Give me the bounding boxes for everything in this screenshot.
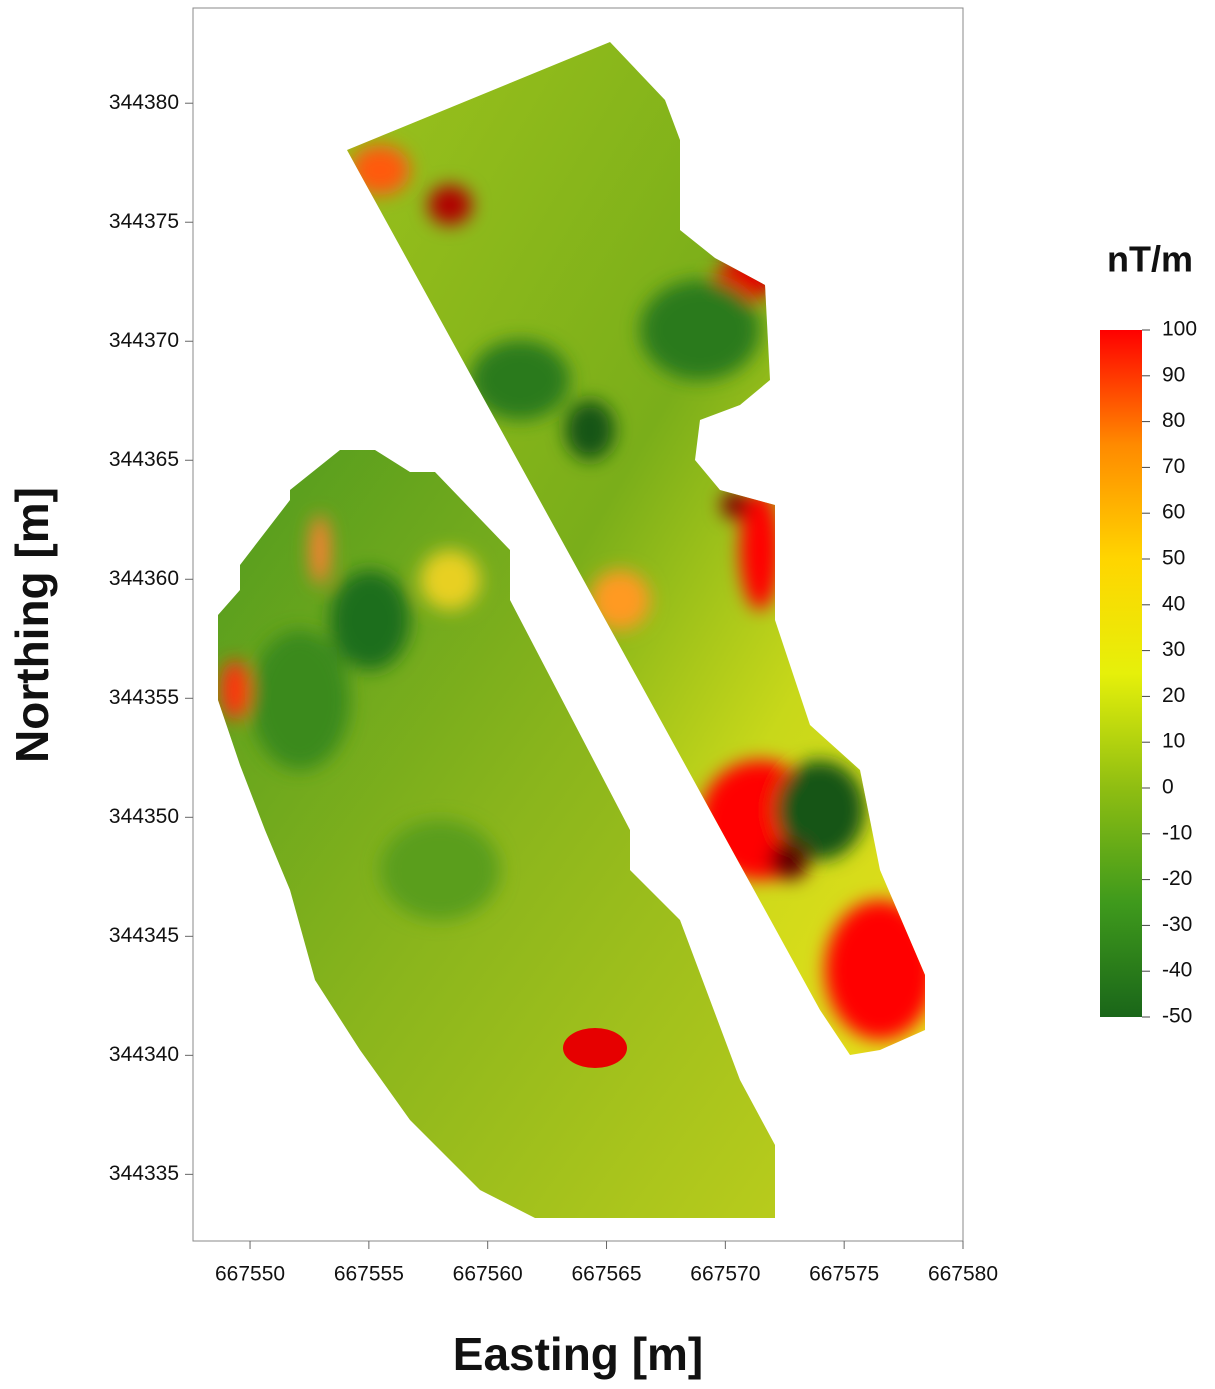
x-tick-label: 667570: [690, 1263, 760, 1286]
colorbar-tick-label: 90: [1162, 363, 1185, 386]
y-tick-label: 344350: [109, 805, 179, 828]
colorbar-tick-label: 80: [1162, 409, 1185, 432]
y-tick-label: 344340: [109, 1043, 179, 1066]
y-tick-label: 344345: [109, 924, 179, 947]
colorbar-label: nT/m: [1107, 239, 1193, 280]
y-tick-label: 344365: [109, 448, 179, 471]
anomaly: [563, 1028, 627, 1068]
colorbar-tick-label: 20: [1162, 684, 1185, 707]
colorbar-tick-label: -50: [1162, 1005, 1192, 1028]
colorbar-tick-label: 0: [1162, 776, 1174, 799]
chart: Easting [m] Northing [m] nT/m 667550 6675…: [0, 0, 1215, 1389]
colorbar-tick-label: 70: [1162, 455, 1185, 478]
y-tick-label: 344380: [109, 91, 179, 114]
colorbar-tick-label: 10: [1162, 730, 1185, 753]
colorbar: [1100, 330, 1142, 1017]
colorbar-tick-label: 30: [1162, 638, 1185, 661]
x-tick-label: 667580: [928, 1263, 998, 1286]
colorbar-tick-label: -20: [1162, 867, 1192, 890]
x-tick-label: 667555: [334, 1263, 404, 1286]
y-tick-label: 344355: [109, 686, 179, 709]
y-tick-label: 344370: [109, 329, 179, 352]
x-tick-label: 667560: [453, 1263, 523, 1286]
colorbar-tick-label: -40: [1162, 959, 1192, 982]
y-tick-label: 344360: [109, 567, 179, 590]
colorbar-tick-label: 40: [1162, 592, 1185, 615]
y-tick-label: 344375: [109, 210, 179, 233]
y-tick-label: 344335: [109, 1162, 179, 1185]
x-tick-label: 667575: [809, 1263, 879, 1286]
x-axis-label: Easting [m]: [453, 1328, 703, 1380]
y-axis-label: Northing [m]: [6, 487, 58, 763]
colorbar-tick-label: 100: [1162, 318, 1197, 341]
x-tick-label: 667565: [571, 1263, 641, 1286]
colorbar-tick-label: -10: [1162, 821, 1192, 844]
colorbar-tick-label: -30: [1162, 913, 1192, 936]
colorbar-tick-label: 50: [1162, 547, 1185, 570]
colorbar-tick-label: 60: [1162, 501, 1185, 524]
x-tick-label: 667550: [215, 1263, 285, 1286]
